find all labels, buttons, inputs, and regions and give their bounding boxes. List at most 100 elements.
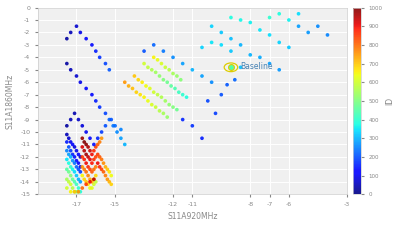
- Point: [89, 180, 95, 184]
- Point: [73, 174, 80, 177]
- Point: [148, 103, 155, 106]
- Point: [83, 130, 89, 134]
- Point: [114, 130, 120, 134]
- Point: [152, 105, 159, 109]
- Point: [162, 65, 168, 69]
- Point: [218, 93, 224, 96]
- Point: [96, 105, 103, 109]
- Point: [83, 161, 89, 165]
- Point: [257, 28, 263, 32]
- Point: [160, 78, 166, 81]
- Point: [79, 136, 86, 140]
- Point: [247, 53, 254, 57]
- Point: [183, 95, 190, 99]
- Point: [68, 149, 74, 153]
- Point: [92, 174, 99, 177]
- Point: [64, 158, 70, 161]
- Point: [94, 153, 101, 156]
- Point: [77, 165, 84, 169]
- Point: [68, 183, 74, 186]
- Point: [204, 99, 211, 103]
- Point: [137, 93, 144, 96]
- Point: [87, 168, 93, 171]
- Point: [79, 145, 86, 149]
- Point: [131, 74, 138, 78]
- Point: [154, 93, 161, 96]
- Point: [110, 124, 116, 128]
- Point: [98, 136, 105, 140]
- Point: [164, 80, 170, 84]
- Point: [79, 155, 86, 159]
- Point: [71, 170, 78, 174]
- Point: [118, 136, 124, 140]
- Point: [87, 136, 93, 140]
- Point: [92, 99, 99, 103]
- Point: [166, 68, 172, 72]
- Point: [87, 158, 93, 161]
- Point: [158, 62, 165, 65]
- Point: [98, 158, 105, 161]
- Point: [91, 158, 97, 161]
- Point: [104, 178, 110, 181]
- Point: [94, 143, 101, 146]
- Point: [89, 161, 95, 165]
- Point: [106, 118, 112, 121]
- Point: [92, 145, 99, 149]
- Point: [91, 178, 97, 181]
- X-axis label: S11A920MHz: S11A920MHz: [167, 212, 218, 222]
- Point: [122, 143, 128, 146]
- Point: [83, 183, 89, 186]
- Point: [68, 140, 74, 144]
- Point: [73, 183, 80, 186]
- Point: [176, 90, 182, 94]
- Point: [91, 178, 97, 181]
- Point: [64, 37, 70, 40]
- Point: [150, 56, 157, 59]
- Point: [73, 149, 80, 153]
- Point: [168, 84, 174, 88]
- Point: [92, 49, 99, 53]
- Point: [64, 133, 70, 136]
- Point: [85, 174, 91, 177]
- Point: [70, 159, 76, 163]
- Point: [315, 25, 321, 28]
- Point: [276, 12, 282, 16]
- Point: [75, 190, 82, 194]
- Point: [81, 140, 88, 144]
- Point: [79, 174, 86, 177]
- Point: [83, 37, 89, 40]
- Point: [73, 25, 80, 28]
- Point: [160, 49, 166, 53]
- Point: [141, 95, 147, 99]
- Point: [154, 58, 161, 62]
- Point: [91, 168, 97, 171]
- Point: [94, 161, 101, 165]
- Point: [64, 124, 70, 128]
- Point: [141, 49, 147, 53]
- Point: [71, 190, 78, 194]
- Point: [73, 190, 80, 194]
- Point: [77, 170, 84, 174]
- Point: [102, 174, 109, 177]
- Point: [238, 18, 244, 22]
- Point: [156, 74, 163, 78]
- Point: [228, 49, 234, 53]
- Point: [83, 180, 89, 184]
- Point: [178, 78, 184, 81]
- Point: [94, 136, 101, 140]
- Point: [75, 161, 82, 165]
- Point: [266, 33, 273, 37]
- Point: [71, 111, 78, 115]
- Point: [66, 180, 72, 184]
- Point: [68, 155, 74, 159]
- Point: [208, 25, 215, 28]
- Point: [92, 180, 99, 184]
- Point: [68, 190, 74, 194]
- Point: [71, 161, 78, 165]
- Point: [106, 68, 112, 72]
- Point: [170, 105, 176, 109]
- Point: [162, 99, 168, 103]
- Point: [102, 111, 109, 115]
- Point: [189, 124, 196, 128]
- Point: [77, 190, 84, 194]
